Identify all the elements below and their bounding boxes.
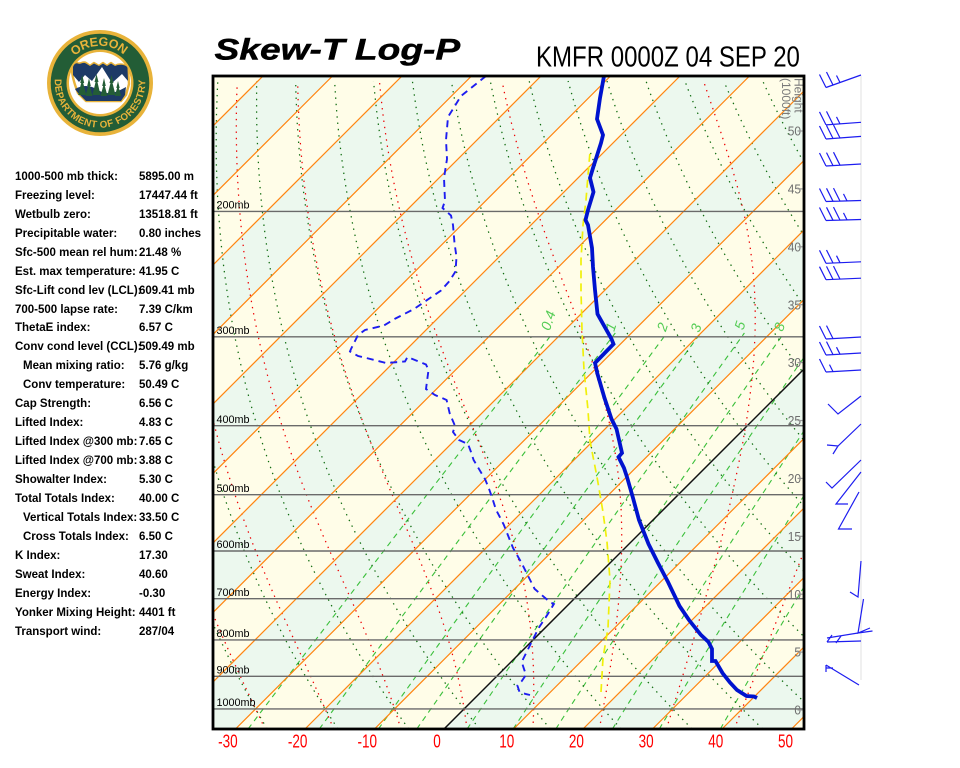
svg-text:KMFR 0000Z 04 SEP 20: KMFR 0000Z 04 SEP 20: [536, 41, 800, 73]
svg-text:15: 15: [788, 529, 801, 544]
svg-text:35: 35: [788, 298, 801, 313]
svg-text:50: 50: [778, 732, 793, 753]
svg-text:1000mb: 1000mb: [217, 697, 256, 709]
svg-text:25: 25: [788, 414, 801, 429]
svg-text:0: 0: [433, 732, 441, 753]
svg-text:30: 30: [639, 732, 654, 753]
svg-text:0.4: 0.4: [537, 309, 558, 333]
svg-text:Height: Height: [792, 78, 806, 113]
svg-text:-30: -30: [218, 732, 238, 753]
svg-text:700mb: 700mb: [217, 587, 250, 599]
svg-text:200mb: 200mb: [217, 200, 250, 212]
svg-text:45: 45: [788, 182, 801, 197]
svg-text:40: 40: [708, 732, 723, 753]
svg-text:300mb: 300mb: [217, 325, 250, 337]
svg-text:10: 10: [499, 732, 514, 753]
svg-text:500mb: 500mb: [217, 483, 250, 495]
svg-text:40: 40: [788, 240, 801, 255]
svg-text:(1000ft): (1000ft): [779, 78, 793, 119]
svg-text:600mb: 600mb: [217, 539, 250, 551]
svg-text:-10: -10: [358, 732, 378, 753]
svg-text:-20: -20: [288, 732, 308, 753]
svg-text:20: 20: [788, 472, 801, 487]
svg-text:400mb: 400mb: [217, 414, 250, 426]
svg-text:800mb: 800mb: [217, 628, 250, 640]
svg-text:900mb: 900mb: [217, 665, 250, 677]
svg-text:50: 50: [788, 124, 801, 139]
svg-text:30: 30: [788, 356, 801, 371]
svg-text:10: 10: [788, 587, 801, 602]
svg-text:Skew-T Log-P: Skew-T Log-P: [215, 34, 461, 67]
svg-text:20: 20: [569, 732, 584, 753]
